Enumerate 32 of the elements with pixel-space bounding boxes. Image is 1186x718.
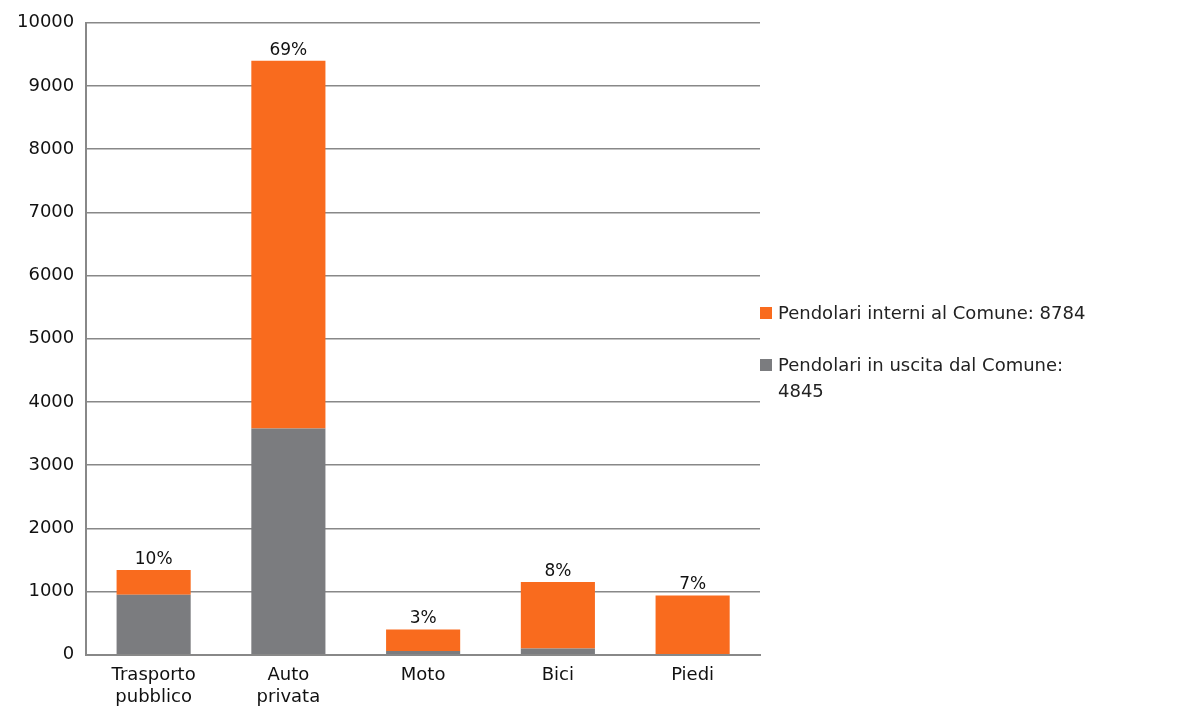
- annotation: 3%: [409, 607, 437, 628]
- legend-label: Pendolari in uscita dal Comune: 4845: [778, 353, 1065, 403]
- y-tick-label: 0: [62, 642, 75, 664]
- y-tick-label: 5000: [28, 326, 75, 348]
- bar: [116, 570, 191, 595]
- y-tick-label: 3000: [28, 452, 75, 474]
- bar: [251, 60, 326, 429]
- y-tick-label: 10000: [17, 10, 75, 32]
- x-tick-label: Piedi: [671, 663, 715, 685]
- bar: [251, 428, 326, 655]
- bar: [386, 651, 461, 655]
- x-tick-label: Trasporto pubblico: [110, 663, 196, 706]
- y-tick-label: 2000: [28, 516, 75, 538]
- bar: [520, 648, 595, 655]
- bar: [655, 595, 730, 655]
- legend-label: Pendolari interni al Comune: 8784: [778, 301, 1086, 325]
- bar: [520, 582, 595, 649]
- annotation: 8%: [544, 560, 572, 581]
- y-tick-label: 8000: [28, 136, 75, 158]
- annotation: 10%: [134, 548, 173, 569]
- bar: [116, 594, 191, 655]
- annotation: 69%: [269, 38, 308, 59]
- y-tick-label: 9000: [28, 73, 75, 95]
- x-tick-label: Auto privata: [256, 663, 321, 706]
- y-tick-label: 1000: [28, 579, 75, 601]
- y-tick-label: 6000: [28, 263, 75, 285]
- y-tick-label: 7000: [28, 200, 75, 222]
- annotation: 7%: [679, 573, 707, 594]
- bar: [386, 629, 461, 652]
- x-tick-label: Bici: [541, 663, 574, 685]
- x-tick-label: Moto: [400, 663, 446, 685]
- y-tick-label: 4000: [28, 389, 75, 411]
